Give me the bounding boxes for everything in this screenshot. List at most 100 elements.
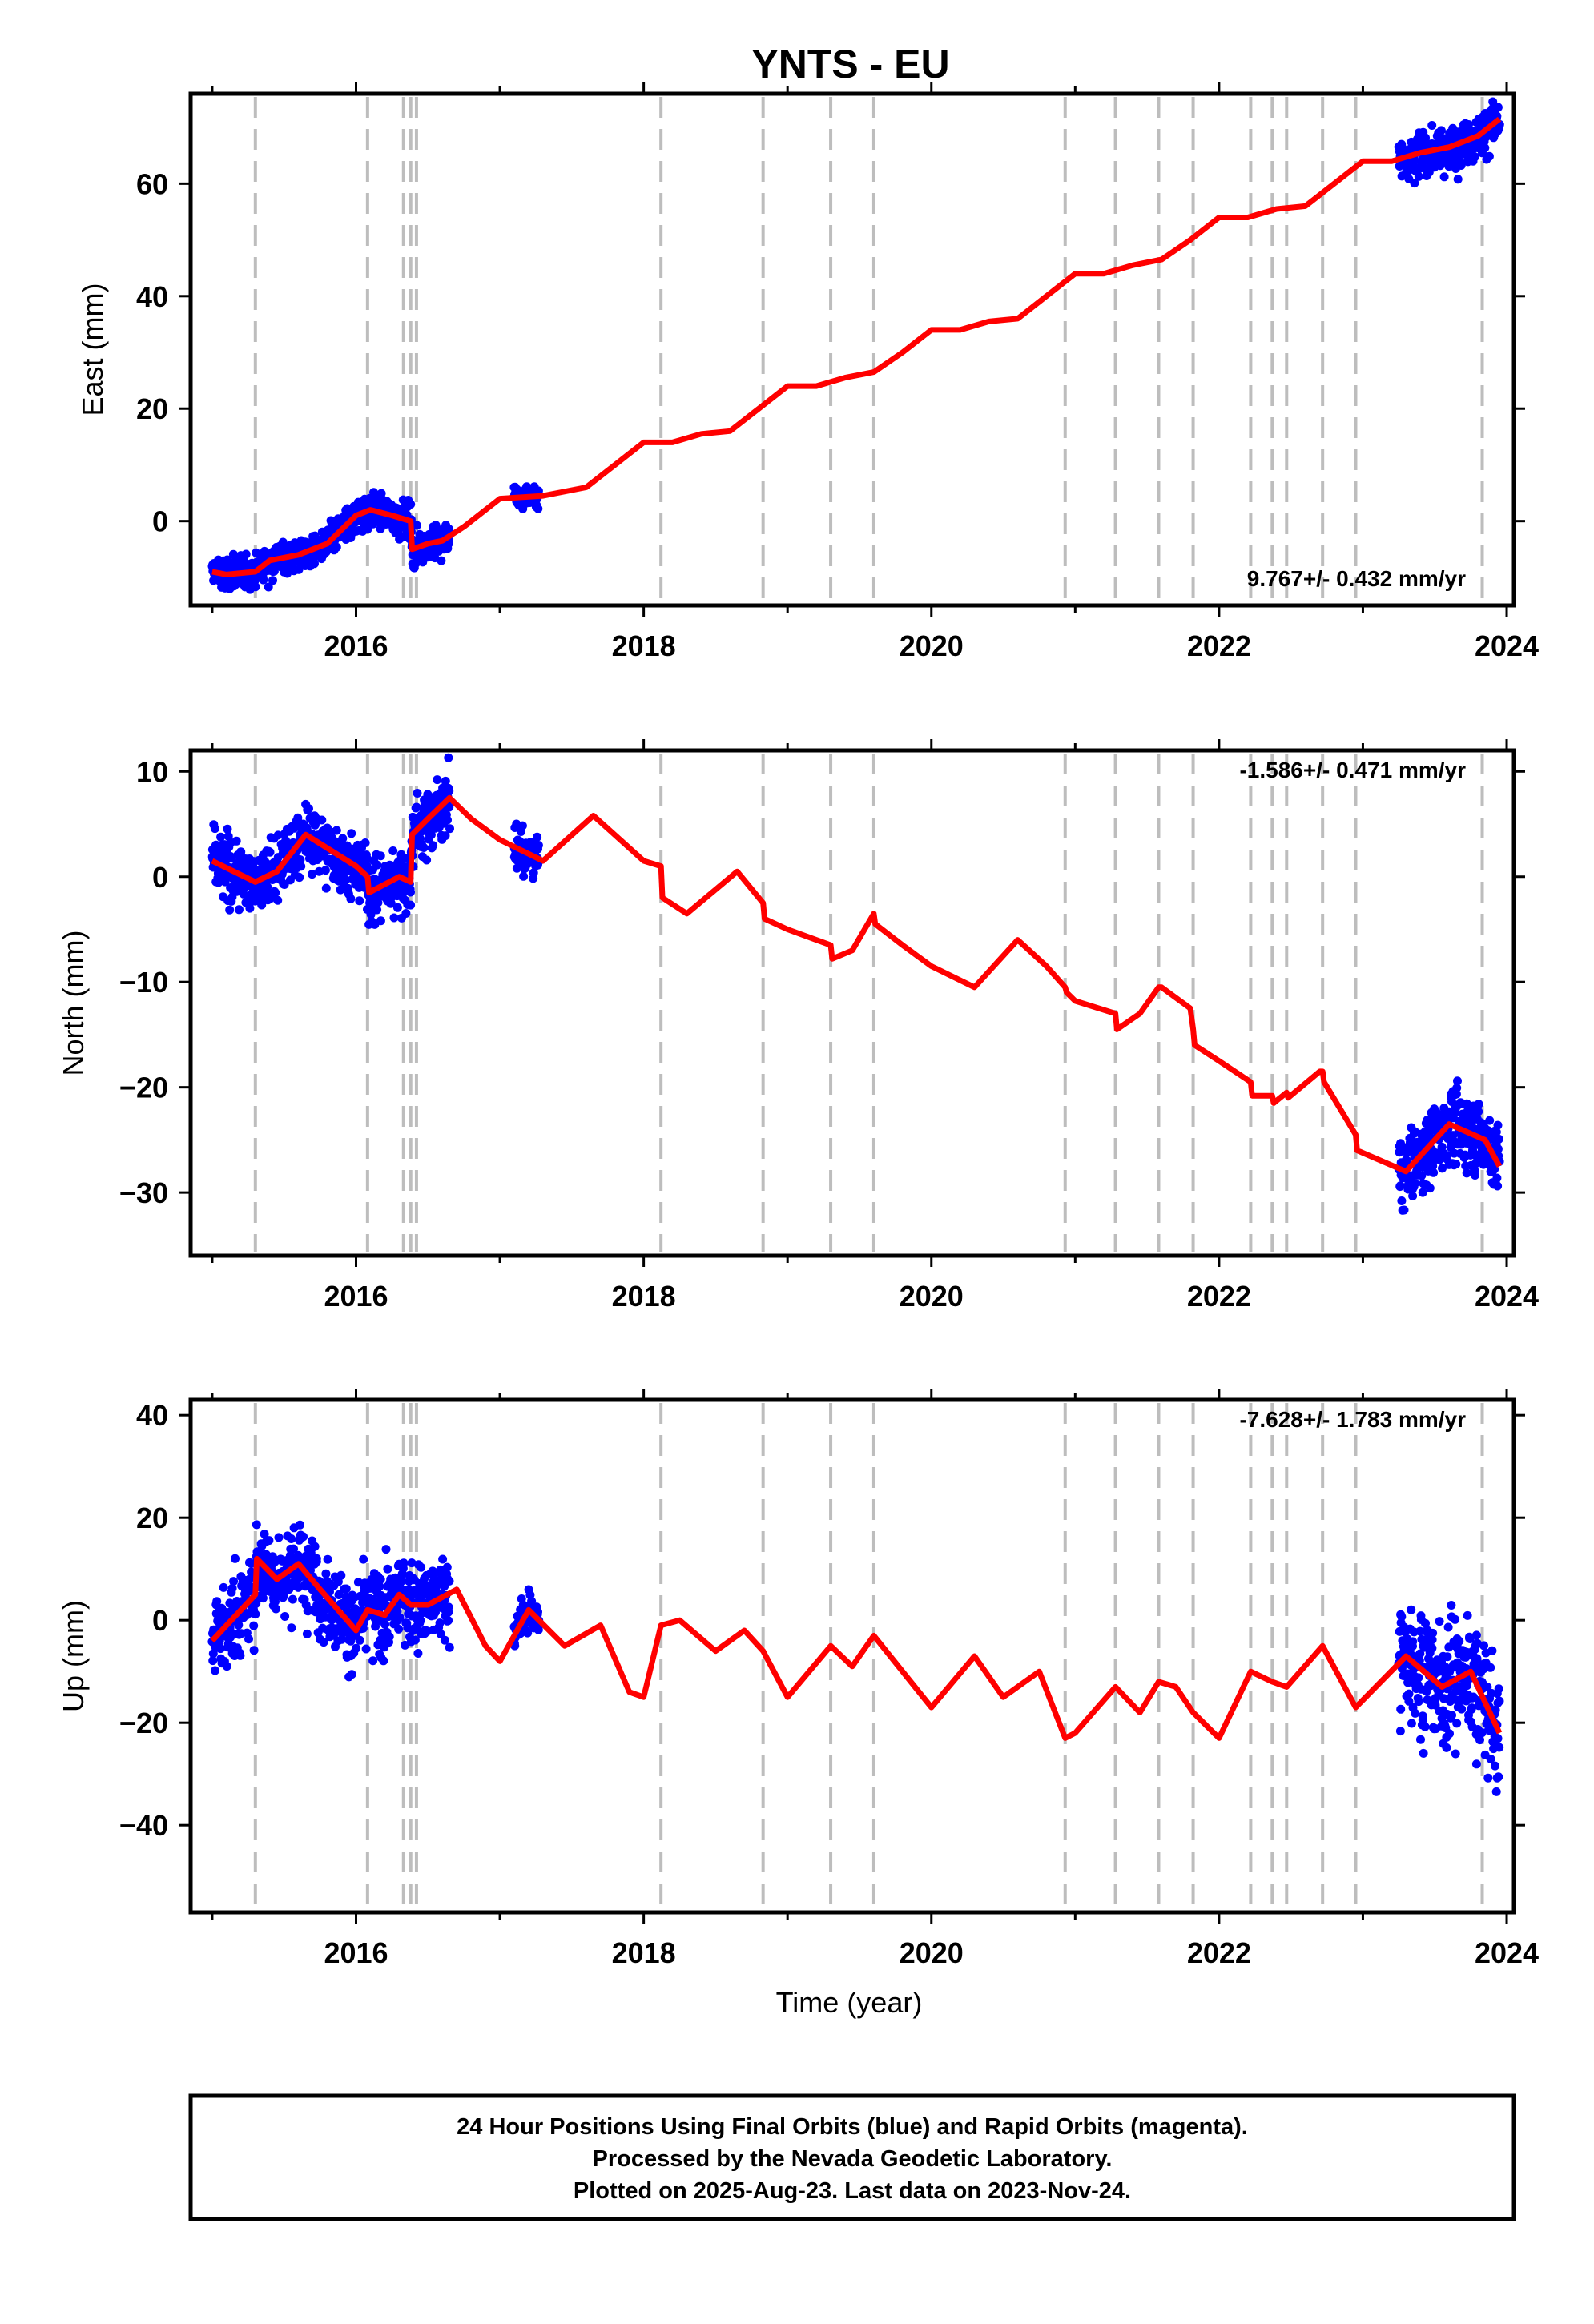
observation-point — [334, 1590, 344, 1599]
observation-point — [231, 836, 241, 846]
y-tick-label: −10 — [119, 966, 168, 999]
observation-point — [1465, 1634, 1475, 1643]
observation-point — [381, 1545, 391, 1554]
observation-point — [417, 1562, 426, 1572]
observation-point — [214, 878, 223, 887]
observation-point — [341, 875, 351, 885]
observation-point — [299, 1532, 308, 1542]
observation-point — [1488, 97, 1498, 107]
observation-point — [1404, 1696, 1414, 1706]
observation-point — [1471, 1630, 1481, 1640]
plot-frame — [188, 91, 1516, 608]
observation-point — [394, 1624, 404, 1634]
observation-point — [264, 1536, 274, 1546]
observation-point — [1428, 1628, 1438, 1638]
observation-point — [384, 1632, 394, 1642]
observation-point — [444, 1602, 453, 1612]
observation-point — [1420, 1722, 1430, 1731]
observation-point — [310, 1542, 320, 1551]
observation-point — [287, 1534, 296, 1543]
observation-point — [252, 1520, 261, 1530]
observation-point — [373, 898, 383, 907]
x-tick-label: 2020 — [900, 1280, 964, 1313]
observation-point — [320, 866, 330, 875]
observation-point — [274, 1533, 284, 1542]
x-axis-label: Time (year) — [776, 1986, 923, 2019]
observation-point — [376, 851, 385, 861]
observation-point — [1418, 1711, 1427, 1721]
observation-point — [1438, 1164, 1447, 1173]
observation-point — [445, 1642, 454, 1652]
y-tick-label: 20 — [136, 392, 168, 425]
observation-point — [1414, 1697, 1423, 1707]
observation-point — [1427, 121, 1437, 130]
observation-point — [252, 548, 261, 557]
observation-point — [1397, 1196, 1407, 1205]
observation-point — [1486, 1754, 1495, 1763]
observation-point — [272, 1604, 280, 1614]
observation-point — [355, 896, 364, 906]
observation-point — [445, 802, 454, 812]
observation-point — [1479, 1641, 1488, 1651]
observation-point — [1490, 1164, 1499, 1174]
observation-point — [223, 824, 232, 834]
observation-point — [265, 847, 275, 857]
observation-point — [422, 855, 432, 865]
x-tick-label: 2024 — [1475, 1280, 1539, 1313]
observation-point — [1464, 120, 1473, 129]
observation-point — [533, 486, 543, 496]
observation-point — [1472, 1654, 1482, 1663]
observation-point — [260, 1530, 269, 1539]
observation-point — [302, 1629, 312, 1638]
observation-point — [308, 870, 317, 879]
velocity-label: -1.586+/- 0.471 mm/yr — [1239, 758, 1466, 782]
observation-point — [1486, 1663, 1495, 1672]
observation-point — [338, 834, 348, 843]
observation-point — [279, 1590, 288, 1600]
observation-point — [1474, 1100, 1483, 1109]
observation-point — [433, 775, 442, 785]
x-tick-label: 2024 — [1475, 629, 1539, 662]
observation-point — [366, 910, 376, 919]
observation-point — [1467, 1109, 1476, 1119]
observation-point — [527, 1596, 537, 1606]
observation-point — [319, 1638, 328, 1647]
y-tick-label: 20 — [136, 1502, 168, 1534]
plot-frame — [188, 748, 1516, 1258]
observation-point — [372, 905, 382, 915]
observation-point — [317, 815, 327, 825]
observation-point — [533, 504, 543, 513]
observation-point — [375, 1582, 384, 1591]
observation-point — [1483, 1773, 1493, 1783]
observation-point — [321, 883, 331, 893]
observation-point — [1483, 1683, 1492, 1692]
observation-point — [1407, 1605, 1416, 1614]
x-tick-label: 2016 — [324, 629, 388, 662]
observation-point — [1445, 1729, 1454, 1739]
observation-point — [1417, 1171, 1427, 1180]
observation-point — [389, 913, 399, 923]
observation-point — [372, 860, 382, 870]
observation-point — [295, 873, 304, 883]
observation-point — [1407, 1719, 1416, 1728]
x-tick-label: 2018 — [612, 629, 676, 662]
observation-point — [413, 789, 422, 798]
x-tick-label: 2022 — [1187, 1936, 1251, 1969]
velocity-label: 9.767+/- 0.432 mm/yr — [1247, 566, 1466, 591]
observation-point — [1453, 1076, 1462, 1086]
observation-point — [1494, 1772, 1503, 1782]
observation-point — [1414, 1673, 1423, 1683]
observation-point — [337, 1634, 347, 1644]
model-fit-line — [210, 1555, 1503, 1741]
observation-point — [1427, 1643, 1437, 1653]
observation-point — [401, 909, 411, 918]
observation-point — [406, 500, 416, 509]
observation-point — [1408, 1637, 1418, 1647]
observation-point — [1470, 152, 1479, 162]
observation-point — [1451, 1749, 1460, 1759]
observation-point — [332, 542, 341, 552]
y-tick-label: −30 — [119, 1176, 168, 1209]
observation-point — [419, 843, 429, 852]
observation-point — [406, 887, 415, 897]
